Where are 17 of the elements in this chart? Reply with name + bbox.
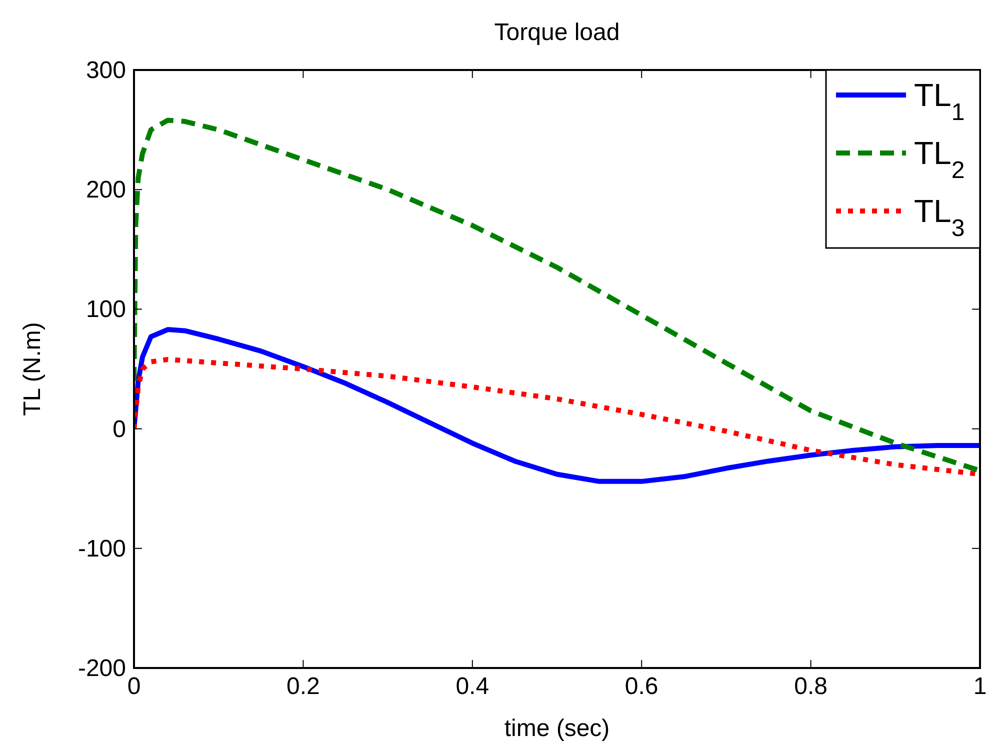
x-tick-label: 0.2 — [286, 673, 320, 700]
chart-title: Torque load — [494, 19, 620, 46]
x-tick-label: 1 — [973, 673, 986, 700]
x-tick-label: 0.4 — [456, 673, 490, 700]
x-tick-label: 0.6 — [624, 673, 658, 700]
legend-label: TL$_{1}$ — [914, 77, 965, 126]
y-tick-label: -200 — [78, 655, 126, 682]
y-tick-label: 0 — [112, 416, 126, 443]
x-axis-title: time (sec) — [504, 715, 610, 742]
y-tick-label: 300 — [86, 57, 126, 84]
y-tick-label: 100 — [86, 296, 126, 324]
x-tick-label: 0.8 — [794, 673, 828, 700]
y-axis-title: TL (N.m) — [19, 322, 46, 416]
legend-label: TL$_{2}$ — [914, 135, 965, 184]
legend-label: TL$_{3}$ — [914, 193, 965, 242]
y-tick-label: 200 — [86, 176, 126, 204]
y-tick-label: -100 — [78, 535, 126, 562]
